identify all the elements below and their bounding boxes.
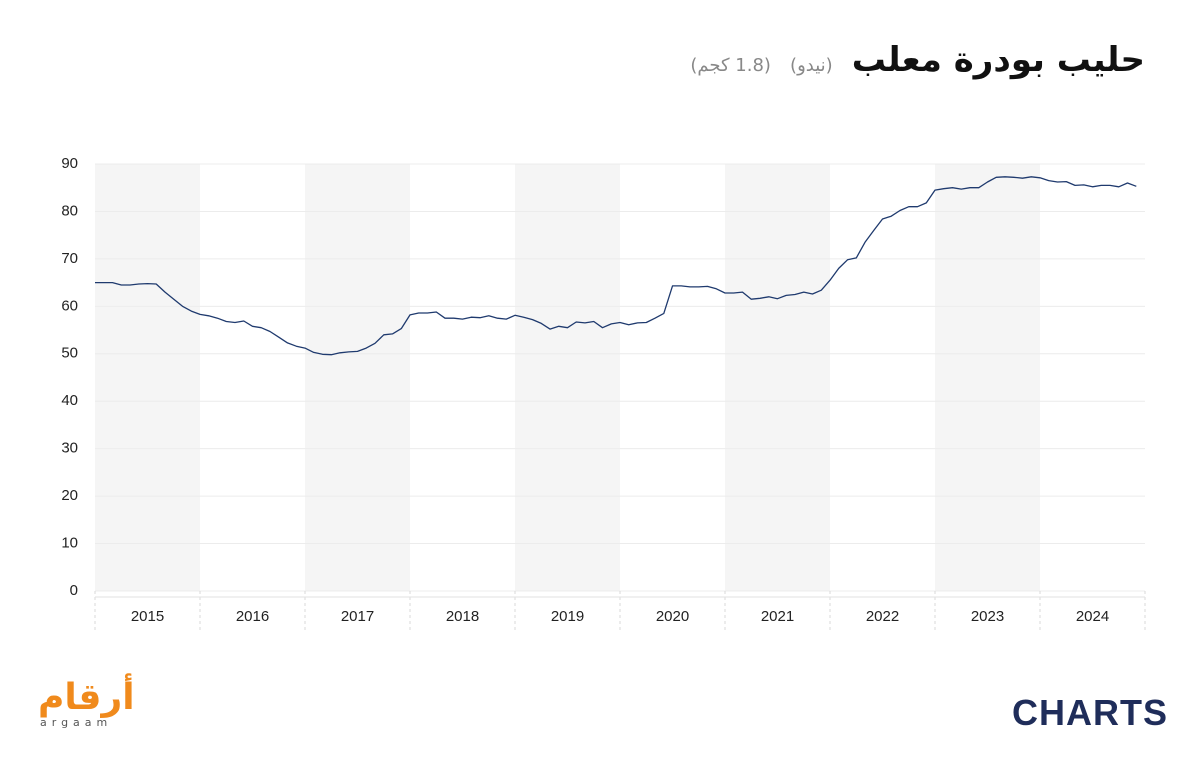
y-tick-label: 10 bbox=[61, 535, 78, 552]
year-band bbox=[515, 164, 620, 591]
subtitle: (1.8 كجم) bbox=[690, 55, 771, 76]
y-tick-label: 90 bbox=[61, 155, 78, 172]
x-tick-label: 2017 bbox=[341, 608, 374, 625]
y-tick-label: 80 bbox=[61, 202, 78, 219]
y-tick-label: 40 bbox=[61, 392, 78, 409]
year-band bbox=[725, 164, 830, 591]
charts-logo: CHARTS bbox=[1012, 692, 1168, 733]
y-tick-label: 50 bbox=[61, 345, 78, 362]
y-tick-label: 0 bbox=[70, 582, 78, 599]
y-tick-label: 20 bbox=[61, 487, 78, 504]
argaam-logo-sub: argaam bbox=[40, 716, 113, 729]
year-band bbox=[305, 164, 410, 591]
x-tick-label: 2021 bbox=[761, 608, 794, 625]
year-band bbox=[935, 164, 1040, 591]
subtitle: (نيدو) bbox=[790, 55, 833, 76]
x-tick-label: 2024 bbox=[1076, 608, 1109, 625]
argaam-logo: أرقام bbox=[38, 677, 135, 718]
x-tick-label: 2016 bbox=[236, 608, 269, 625]
y-tick-label: 30 bbox=[61, 440, 78, 457]
price-line bbox=[95, 176, 1137, 356]
x-tick-label: 2018 bbox=[446, 608, 479, 625]
chart-title: حليب بودرة معلب bbox=[851, 40, 1145, 80]
header: حليب بودرة معلب (نيدو) (1.8 كجم) bbox=[690, 40, 1145, 80]
x-tick-label: 2023 bbox=[971, 608, 1004, 625]
y-tick-label: 60 bbox=[61, 297, 78, 314]
x-tick-label: 2015 bbox=[131, 608, 164, 625]
x-tick-label: 2022 bbox=[866, 608, 899, 625]
x-tick-label: 2019 bbox=[551, 608, 584, 625]
y-tick-label: 70 bbox=[61, 250, 78, 267]
x-tick-label: 2020 bbox=[656, 608, 689, 625]
year-band bbox=[95, 164, 200, 591]
